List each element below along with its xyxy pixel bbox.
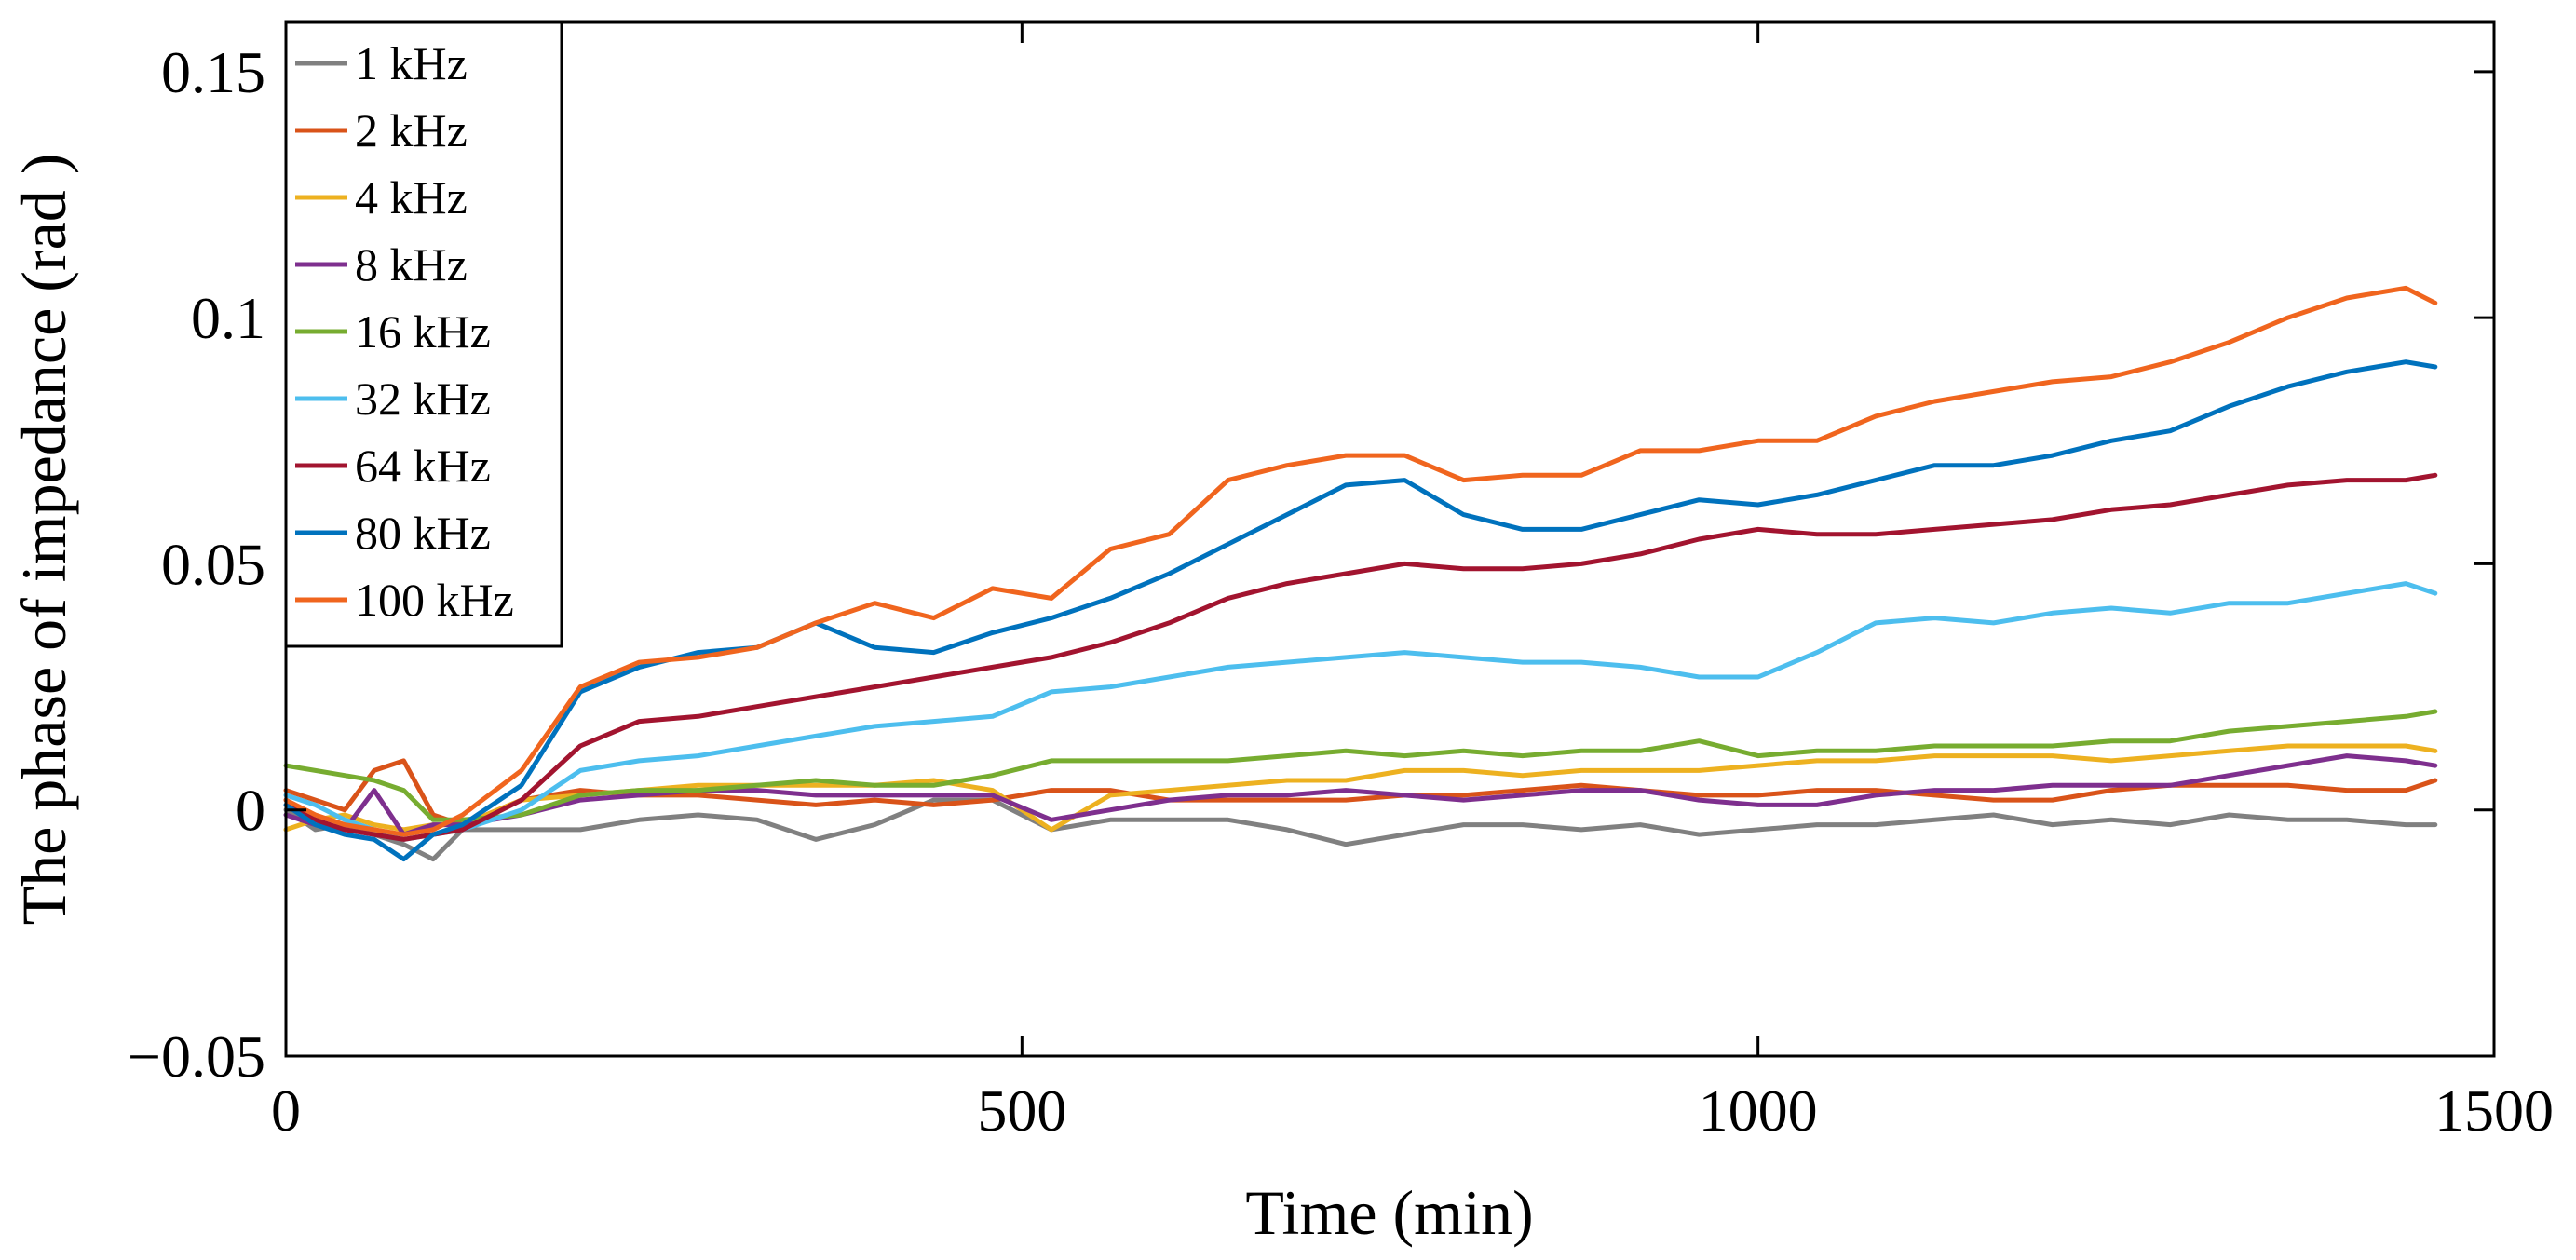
y-tick-label: 0.15 — [161, 39, 265, 105]
y-axis-ticks: −0.05 0 0.05 0.1 0.15 — [128, 39, 2494, 1090]
x-tick-label: 500 — [977, 1077, 1066, 1144]
x-tick-label: 1000 — [1699, 1077, 1818, 1144]
x-tick-label: 0 — [271, 1077, 301, 1144]
y-axis-label: The phase of impedance (rad ) — [8, 154, 79, 926]
legend-label: 100 kHz — [355, 574, 514, 626]
x-tick-label: 1500 — [2434, 1077, 2554, 1144]
y-tick-label: −0.05 — [128, 1023, 265, 1090]
series-line-7 — [283, 472, 2438, 842]
legend-label: 64 kHz — [355, 440, 491, 492]
y-tick-label: 0.1 — [191, 285, 265, 351]
legend-label: 16 kHz — [355, 305, 491, 358]
x-axis-ticks: 0 500 1000 1500 — [271, 22, 2554, 1144]
legend: 1 kHz 2 kHz 4 kHz 8 kHz 16 kHz 32 kHz 64 kHz 80… — [284, 20, 563, 648]
series-line-1 — [283, 797, 2438, 862]
legend-box — [284, 20, 563, 648]
legend-label: 32 kHz — [355, 373, 491, 425]
series-line-8 — [283, 359, 2438, 862]
legend-label: 80 kHz — [355, 507, 491, 559]
legend-label: 4 kHz — [355, 171, 468, 224]
y-tick-label: 0.05 — [161, 531, 265, 597]
plot-lines — [283, 285, 2438, 862]
legend-label: 8 kHz — [355, 238, 468, 291]
series-line-9 — [283, 285, 2438, 837]
series-line-6 — [283, 581, 2438, 842]
legend-label: 2 kHz — [355, 104, 468, 156]
legend-label: 1 kHz — [355, 37, 468, 89]
x-axis-label: Time (min) — [1245, 1177, 1533, 1248]
y-tick-label: 0 — [236, 778, 265, 844]
